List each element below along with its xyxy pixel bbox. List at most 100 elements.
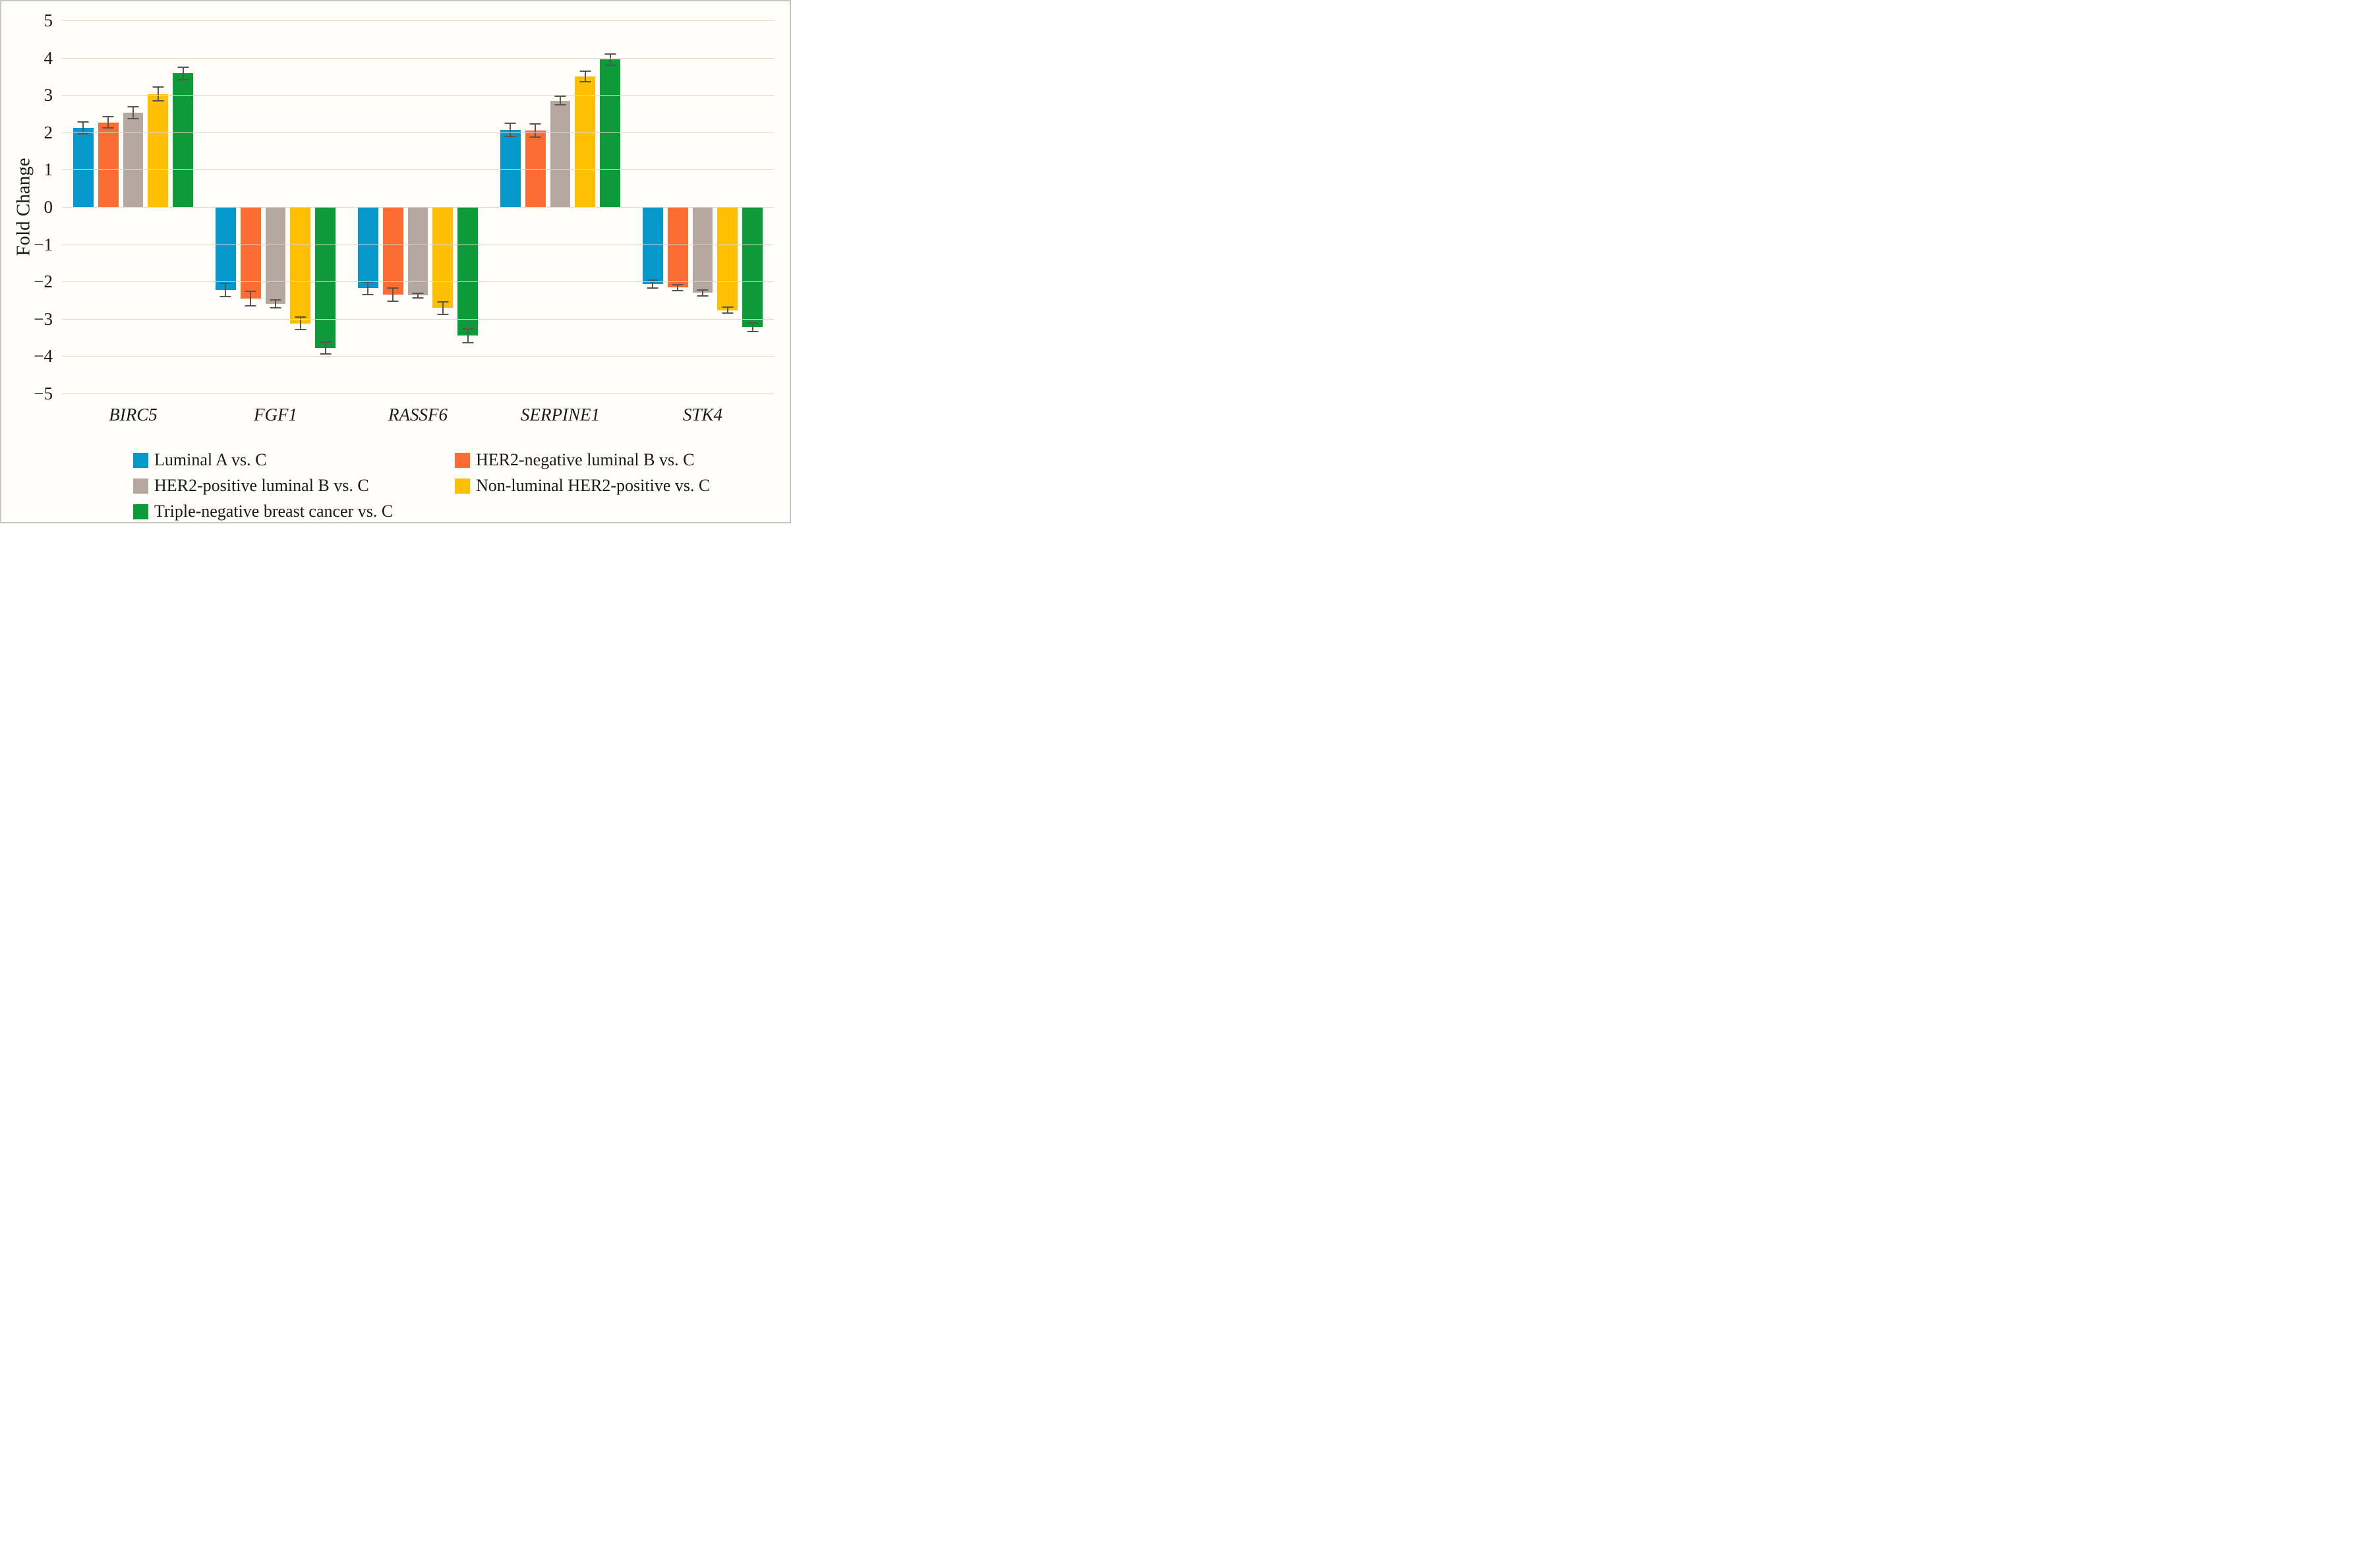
bar	[382, 207, 403, 295]
error-bar	[173, 66, 193, 81]
error-bar	[550, 96, 571, 106]
error-bar-cap-bottom	[152, 100, 164, 102]
error-bar-cap-bottom	[579, 80, 591, 82]
error-bar	[73, 121, 94, 135]
error-bar	[742, 322, 763, 332]
error-bar-line	[299, 316, 301, 331]
error-bar-cap-top	[504, 122, 516, 124]
legend-label: Luminal A vs. C	[154, 450, 267, 469]
bar	[525, 130, 546, 207]
error-bar-line	[225, 283, 227, 297]
error-bar-line	[274, 299, 276, 308]
error-bar-cap-top	[387, 287, 399, 289]
gridline	[62, 132, 774, 133]
gridline	[62, 20, 774, 21]
y-tick-label: −3	[34, 308, 53, 329]
error-bar-cap-bottom	[102, 127, 114, 129]
error-bar	[408, 292, 428, 299]
legend-label: HER2-positive luminal B vs. C	[154, 476, 369, 495]
bar	[457, 207, 478, 336]
x-category-label: FGF1	[254, 405, 297, 424]
bar	[290, 207, 311, 324]
y-axis-tick-labels: 5 4 3 2 1 0 −1 −2 −3 −4 −5	[1, 11, 57, 403]
bar	[123, 112, 144, 207]
legend-label: Non-luminal HER2-positive vs. C	[476, 476, 711, 495]
error-bar-line	[677, 283, 679, 291]
error-bar-line	[367, 281, 369, 296]
error-bar-cap-bottom	[177, 79, 189, 81]
error-bar-line	[467, 328, 469, 343]
error-bar	[383, 287, 403, 303]
bar	[432, 207, 454, 308]
error-bar-cap-bottom	[604, 65, 616, 67]
error-bar-line	[584, 70, 586, 82]
error-bar-line	[82, 121, 84, 135]
bar	[643, 207, 663, 285]
bar	[315, 207, 336, 348]
error-bar-line	[510, 122, 512, 138]
legend-label: Triple-negative breast cancer vs. C	[154, 502, 394, 521]
error-bar-cap-top	[320, 341, 332, 343]
y-tick-label: −1	[34, 234, 53, 254]
gridline	[62, 318, 774, 320]
y-tick-label: −4	[34, 346, 53, 366]
figure-root: Fold Change 5 4 3 2 1 0 −1 −2 −3 −4 −5 BIRC5 FGF1 RA…	[0, 0, 791, 523]
error-bar-cap-top	[295, 316, 307, 318]
error-bar-cap-top	[270, 299, 281, 301]
legend-swatch	[133, 478, 148, 494]
legend-swatch	[133, 504, 148, 519]
error-bar-line	[250, 290, 252, 306]
error-bar-line	[559, 96, 561, 106]
error-bar-cap-bottom	[77, 133, 89, 135]
x-axis-category-labels: BIRC5 FGF1 RASSF6 SERPINE1 STK4	[62, 403, 774, 426]
error-bar-cap-bottom	[697, 295, 709, 297]
x-category-label: STK4	[682, 405, 723, 424]
bar	[500, 129, 521, 207]
bar-group-fgf1	[204, 20, 347, 393]
bar	[407, 207, 428, 296]
bar-group-serpine1	[489, 20, 631, 393]
error-bar	[693, 289, 713, 297]
bar	[550, 100, 571, 207]
legend-label: HER2-negative luminal B vs. C	[476, 450, 695, 469]
error-bar-cap-bottom	[672, 289, 684, 291]
error-bar-cap-top	[177, 66, 189, 68]
bar	[240, 207, 261, 299]
error-bar	[525, 123, 546, 138]
bar	[575, 76, 596, 207]
error-bar	[668, 283, 688, 291]
y-tick-label: 4	[44, 47, 53, 68]
gridline	[62, 281, 774, 283]
error-bar-cap-top	[437, 301, 449, 303]
y-tick-label: −5	[34, 384, 53, 403]
error-bar-line	[726, 306, 728, 314]
error-bar-line	[157, 86, 159, 102]
error-bar-cap-bottom	[295, 329, 307, 331]
error-bar	[432, 301, 453, 315]
error-bar-cap-bottom	[647, 287, 659, 289]
gridline	[62, 95, 774, 96]
bar	[667, 207, 688, 288]
error-bar-cap-top	[604, 53, 616, 55]
error-bar-cap-bottom	[462, 341, 474, 343]
error-bar-line	[535, 123, 537, 138]
legend-item: Non-luminal HER2-positive vs. C	[455, 475, 710, 497]
error-bar-cap-top	[127, 105, 139, 107]
error-bar-line	[652, 279, 654, 289]
bar	[692, 207, 713, 293]
bar	[216, 207, 236, 291]
error-bar-cap-bottom	[412, 297, 424, 299]
error-bar-cap-top	[672, 283, 684, 285]
error-bar-cap-top	[102, 115, 114, 117]
error-bar-cap-top	[412, 292, 424, 294]
gridline	[62, 356, 774, 357]
error-bar-line	[442, 301, 444, 315]
error-bar	[717, 306, 738, 314]
y-tick-label: 2	[44, 122, 53, 142]
error-bar	[600, 53, 620, 67]
error-bar-line	[182, 66, 184, 81]
x-category-label: BIRC5	[109, 405, 158, 424]
bar	[73, 128, 94, 207]
error-bar-line	[701, 289, 703, 297]
error-bar-cap-bottom	[504, 136, 516, 138]
